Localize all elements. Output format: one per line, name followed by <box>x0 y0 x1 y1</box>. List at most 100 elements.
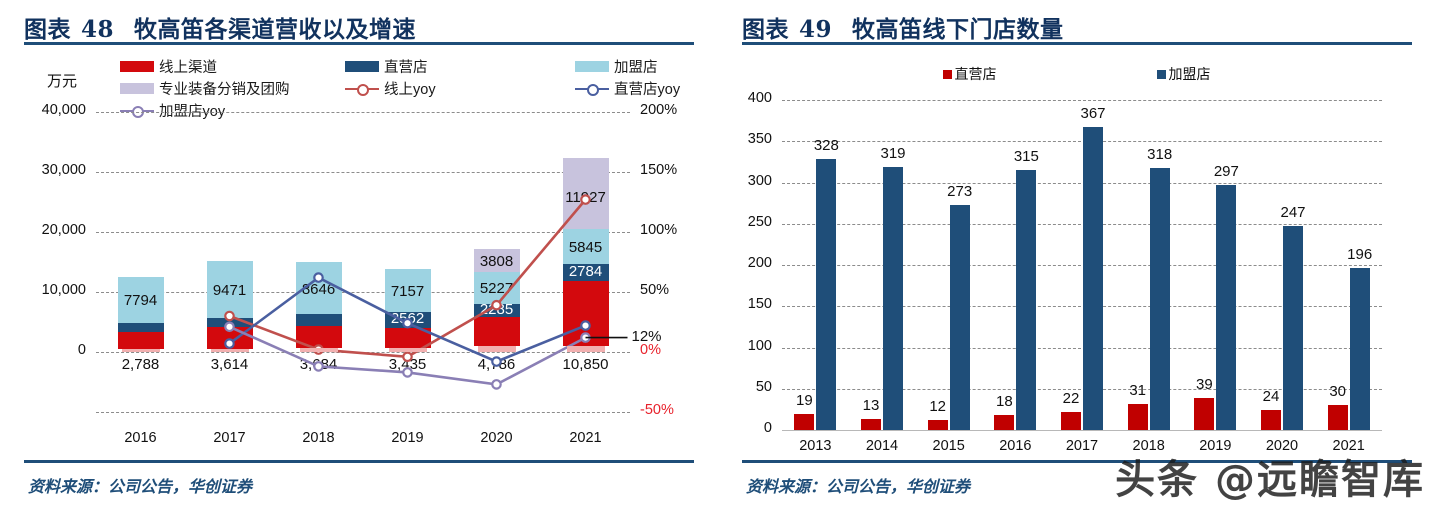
x-axis-tick-label: 2017 <box>213 430 246 446</box>
legend-label: 专业装备分销及团购 <box>159 82 290 98</box>
yoy-point-marker <box>402 367 413 378</box>
y-axis-tick-label: 20,000 <box>41 222 86 238</box>
y-axis-tick-label: 300 <box>747 172 772 189</box>
yoy-point-marker <box>491 379 502 390</box>
bar-直营店-2017 <box>1061 411 1081 430</box>
gridline <box>782 265 1382 266</box>
bar-segment <box>295 326 342 349</box>
x-axis-tick-label: 2015 <box>932 438 965 454</box>
bar-value-label: 315 <box>1013 148 1039 166</box>
figure-48-title-prefix: 图表 <box>24 16 71 43</box>
figure-49-panel: 图表 49 牧高笛线下门店数量 直营店 加盟店 0 50 100 150 200 250 300 3… <box>718 0 1435 513</box>
bar-segment <box>473 317 520 347</box>
bar-直营店-2020 <box>1261 410 1281 430</box>
figure-49-title-text: 牧高笛线下门店数量 <box>852 16 1064 43</box>
yoy-lines-overlay <box>224 194 628 390</box>
bar-segment <box>384 269 431 313</box>
bar-直营店-2019 <box>1194 397 1215 430</box>
bar-value-label: 273 <box>947 182 973 200</box>
figure-48-number: 48 <box>81 16 115 43</box>
bar-value-label: 196 <box>1347 246 1373 264</box>
y-axis-tick-label: 350 <box>747 131 772 148</box>
gridline <box>96 232 630 233</box>
legend-line-marker-icon <box>345 83 379 96</box>
bar-加盟店-2021 <box>1349 268 1370 430</box>
legend-item-2: 加盟店 <box>1156 64 1211 84</box>
x-axis-line <box>782 430 1382 431</box>
legend-item-6: 直营店yoy <box>575 78 680 99</box>
y-axis-tick-label: 50 <box>755 378 772 395</box>
y-axis-tick-label: 0 <box>77 342 86 358</box>
legend-item-4: 专业装备分销及团购 <box>120 78 290 99</box>
yoy-point-marker <box>580 320 591 331</box>
y2-axis-tick-label: 0% <box>640 342 661 358</box>
x-axis-tick-label: 2016 <box>999 438 1032 454</box>
bar-segment <box>210 348 249 352</box>
bar-加盟店-2020 <box>1283 226 1303 430</box>
bar-segment <box>562 229 609 265</box>
y2-axis-tick-label: 200% <box>640 102 678 118</box>
figure-48-source: 资料来源：公司公告，华创证券 <box>28 477 253 496</box>
x-axis-tick-label: 2020 <box>480 430 513 446</box>
legend-item-3: 加盟店 <box>575 56 658 77</box>
legend-swatch-icon <box>1156 69 1166 79</box>
legend-label: 直营店yoy <box>614 82 681 98</box>
bar-加盟店-2016 <box>1016 170 1037 430</box>
figure-48-title-text: 牧高笛各渠道营收以及增速 <box>134 16 417 43</box>
bar-value-label: 297 <box>1213 162 1239 180</box>
bar-value-label: 367 <box>1080 105 1106 123</box>
gridline <box>782 100 1382 101</box>
bar-segment <box>117 276 164 324</box>
yoy-point-marker <box>224 321 235 333</box>
bar-segment <box>117 323 164 333</box>
figure-48-title: 图表 48 牧高笛各渠道营收以及增速 <box>24 10 416 44</box>
x-axis-tick-label: 2014 <box>865 438 899 454</box>
bar-segment <box>295 313 342 327</box>
x-axis-tick-label: 2018 <box>1132 438 1165 454</box>
bar-直营店-2021 <box>1327 405 1348 430</box>
y-axis-tick-label: 200 <box>747 255 772 271</box>
legend-item-2: 直营店 <box>345 56 428 77</box>
bar-加盟店-2017 <box>1083 127 1103 430</box>
yoy-point-marker <box>402 317 413 329</box>
bar-value-label: 318 <box>1147 145 1173 163</box>
bar-segment <box>473 249 520 273</box>
gridline <box>782 306 1382 308</box>
figure-49-number: 49 <box>799 16 833 43</box>
gridline <box>96 172 630 173</box>
bar-segment <box>384 327 431 349</box>
gridline <box>782 223 1382 225</box>
legend-label: 加盟店 <box>1168 66 1211 82</box>
bar-直营店-2015 <box>927 420 948 430</box>
gridline <box>782 141 1382 143</box>
x-axis-tick-label: 2020 <box>1265 438 1299 454</box>
figure-49-title-rule <box>742 42 1412 45</box>
y-axis-tick-label: 10,000 <box>41 282 86 298</box>
revenue-chart-plot: 0 10,000 20,000 30,000 40,000 -50% 0% 50% 100% 15… <box>42 102 677 446</box>
figure-49-legend: 直营店 加盟店 <box>718 64 1435 84</box>
y2-axis-tick-label: 150% <box>640 162 678 178</box>
legend-swatch-icon <box>120 61 154 72</box>
bar-value-label: 319 <box>880 144 906 162</box>
yoy-point-marker <box>313 361 324 372</box>
bar-segment <box>206 260 253 318</box>
legend-swatch-icon <box>575 61 609 72</box>
legend-label: 直营店 <box>384 60 428 76</box>
yoy-point-marker <box>402 351 413 363</box>
legend-swatch-icon <box>120 83 154 94</box>
bar-直营店-2016 <box>994 415 1015 430</box>
y2-axis-tick-label: -50% <box>640 402 674 418</box>
yoy-point-marker <box>580 194 591 205</box>
x-axis-tick-label: 2016 <box>124 430 157 446</box>
bar-加盟店-2019 <box>1216 184 1237 430</box>
legend-label: 线上渠道 <box>159 60 217 76</box>
legend-swatch-icon <box>345 61 379 72</box>
figure-49-title: 图表 49 牧高笛线下门店数量 <box>742 10 1064 44</box>
x-axis-tick-label: 2017 <box>1065 438 1099 454</box>
x-axis-tick-label: 2019 <box>1199 438 1232 454</box>
stacked-bar-2020 <box>473 112 520 412</box>
legend-swatch-icon <box>942 69 952 79</box>
y-axis-tick-label: 30,000 <box>41 162 86 178</box>
yoy-point-marker <box>313 272 324 283</box>
